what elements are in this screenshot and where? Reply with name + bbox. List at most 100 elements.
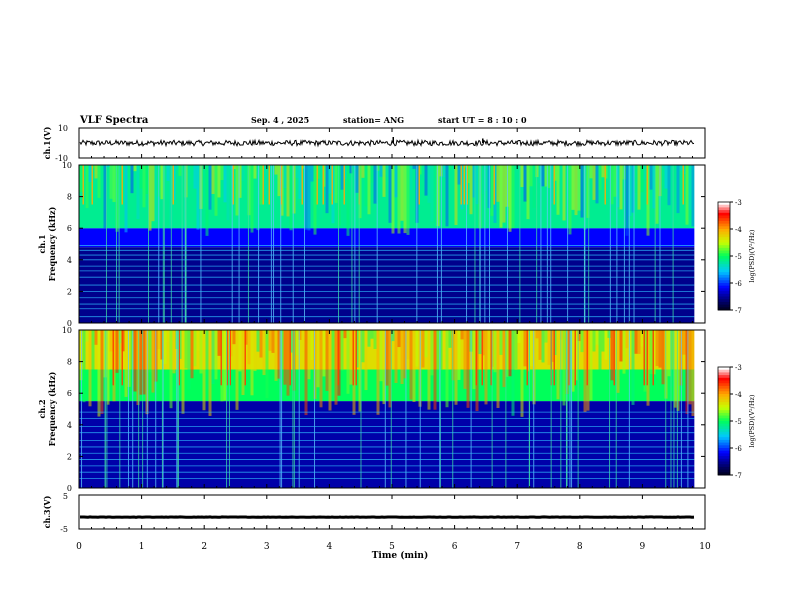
spectrogram-column: [127, 330, 131, 387]
spectrogram-blank: [694, 330, 705, 488]
colorbar-cell: [718, 456, 730, 460]
spectrogram-column: [514, 165, 518, 210]
spectrogram-column: [454, 330, 458, 405]
spectrogram-column: [643, 165, 647, 180]
colorbar-cell: [718, 307, 730, 311]
spectrogram-column: [85, 165, 89, 209]
colorbar-cell: [718, 426, 730, 430]
spectrogram-column: [631, 330, 635, 405]
colorbar-cell: [718, 450, 730, 454]
spectrogram-burst: [337, 330, 339, 386]
spectrogram-column: [385, 330, 389, 386]
spectrogram-column: [607, 330, 611, 338]
spectrogram-column: [100, 165, 104, 210]
spectrogram-column: [517, 330, 521, 343]
spectrogram-column: [292, 165, 296, 214]
colorbar-cell: [718, 304, 730, 308]
spectrogram-column: [85, 330, 89, 342]
spectrogram-column: [349, 165, 353, 174]
spectrogram-column: [637, 165, 641, 210]
spectrogram-column: [661, 165, 665, 169]
spectrogram-column: [82, 330, 86, 403]
colorbar-cell: [718, 458, 730, 462]
spectrogram-column: [625, 165, 629, 236]
spectrogram-burst: [355, 330, 357, 386]
spectrogram-column: [262, 330, 266, 376]
spectrogram-column: [382, 165, 386, 197]
spectrogram-column: [136, 330, 140, 406]
colorbar-cell: [718, 301, 730, 306]
spectrogram-column: [304, 330, 308, 416]
spectrogram-column: [166, 330, 170, 343]
xtick-label: 10: [699, 542, 711, 552]
spectrogram-column: [529, 330, 533, 367]
spectrogram-column: [616, 165, 620, 208]
spectrogram-column: [595, 330, 599, 345]
spectrogram-column: [196, 165, 200, 230]
spectrogram-column: [91, 330, 95, 390]
colorbar-cell: [718, 218, 730, 222]
ch1-spectrogram-panel: 0 2 4 6 8 10 ch.1 Frequency (kHz): [37, 161, 706, 328]
colorbar-cell: [718, 429, 730, 433]
spectrogram-column: [124, 165, 128, 233]
spectrogram-column: [190, 165, 194, 176]
spectrogram-burst: [178, 330, 180, 386]
colorbar-cell: [718, 421, 730, 425]
spectrogram-column: [499, 330, 503, 355]
colorbar-cell: [718, 231, 730, 235]
ytick-label: 8: [67, 358, 72, 367]
spectrogram-burst: [613, 330, 615, 386]
spectrogram-column: [655, 330, 659, 367]
colorbar-cell: [718, 239, 730, 243]
spectrogram-column: [619, 330, 623, 362]
spectrogram-column: [178, 165, 182, 176]
colorbar-cell: [718, 388, 730, 392]
spectrogram-column: [307, 330, 311, 380]
colorbar-cell: [718, 396, 730, 400]
spectrogram-column: [487, 165, 491, 209]
spectrogram-column: [427, 330, 431, 410]
spectrogram-burst: [643, 330, 645, 386]
spectrogram-column: [328, 165, 332, 194]
spectrogram-column: [271, 165, 275, 224]
spectrogram-column: [127, 165, 131, 178]
spectrogram-column: [346, 330, 350, 394]
spectrogram-column: [235, 165, 239, 216]
spectrogram-column: [319, 165, 323, 219]
spectrogram-column: [319, 330, 323, 408]
colorbar-cell: [718, 264, 730, 268]
spectrogram-column: [595, 165, 599, 204]
spectrogram-column: [556, 330, 560, 400]
spectrogram-column: [571, 165, 575, 210]
spectrogram-column: [298, 165, 302, 199]
spectrogram-column: [115, 330, 119, 373]
spectrogram-column: [505, 330, 509, 377]
spectrogram-column: [361, 165, 365, 178]
spectrogram-column: [652, 165, 656, 209]
spectrogram-column: [484, 330, 488, 405]
colorbar-cell: [718, 404, 730, 408]
spectrogram-column: [352, 165, 356, 168]
spectrogram-column: [373, 165, 377, 204]
spectrogram-column: [376, 165, 380, 171]
xtick-label: 1: [139, 542, 145, 552]
colorbar-cell: [718, 472, 730, 476]
spectrogram-column: [631, 165, 635, 213]
spectrogram-column: [265, 165, 269, 202]
spectrogram-column: [559, 165, 563, 178]
spectrogram-column: [130, 330, 134, 395]
xtick-label: 3: [264, 542, 270, 552]
spectrogram-column: [508, 165, 512, 232]
spectrogram-column: [682, 330, 686, 355]
spectrogram-column: [589, 330, 593, 401]
spectrogram-column: [616, 330, 620, 393]
spectrogram-column: [376, 330, 380, 415]
colorbar-cell: [718, 367, 730, 371]
colorbar-cell: [718, 226, 730, 230]
colorbar-cell: [718, 202, 730, 206]
spectrogram-column: [664, 165, 668, 189]
spectrogram-column: [649, 165, 653, 190]
spectrogram-column: [247, 330, 251, 365]
spectrogram-column: [544, 330, 548, 343]
